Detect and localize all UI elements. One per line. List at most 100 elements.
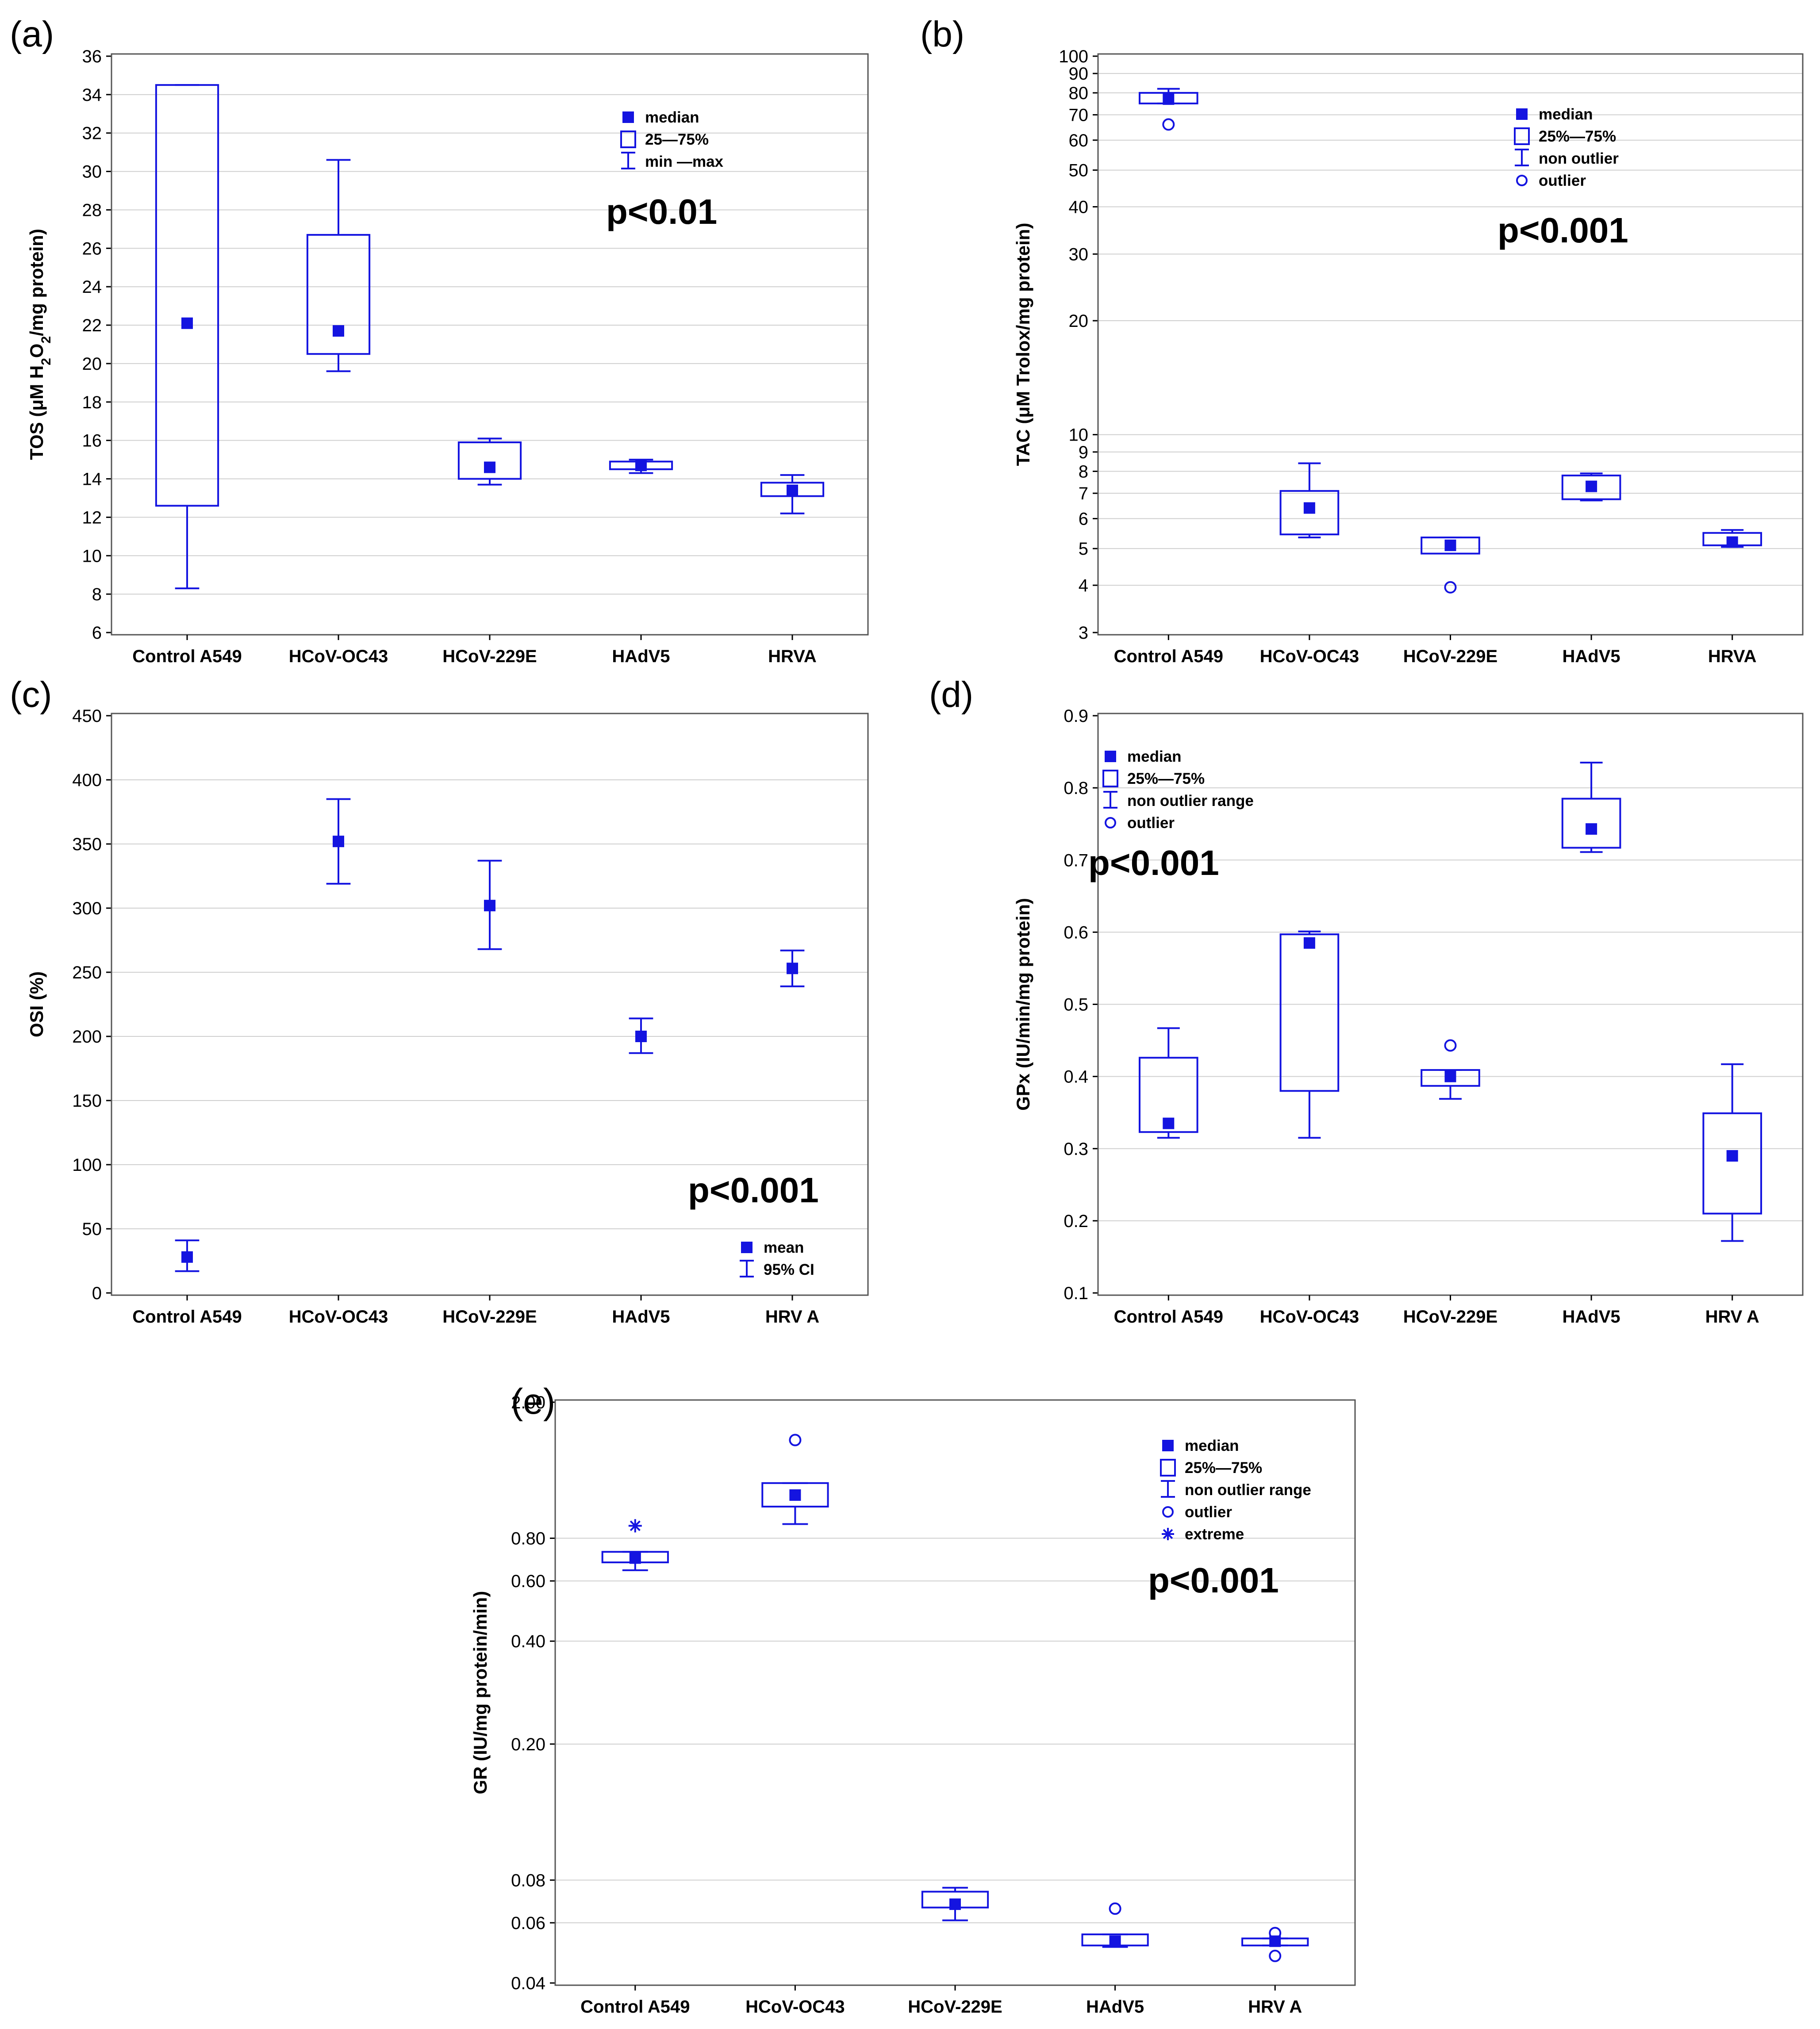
iqr-box	[1421, 1069, 1480, 1087]
legend-label: 25%—75%	[1127, 770, 1205, 787]
y-tick-label: 0.9	[1064, 706, 1088, 726]
x-category-label: HCoV-OC43	[1260, 1307, 1359, 1327]
plot-frame	[111, 53, 869, 636]
legend-whisker-icon	[1161, 1480, 1175, 1498]
y-tick-label: 20	[1069, 311, 1089, 331]
legend-item: non outlier range	[1103, 791, 1254, 809]
iqr-box	[1421, 537, 1480, 555]
y-axis-label: OSI (%)	[26, 971, 47, 1037]
y-tick-label: 0.6	[1064, 923, 1088, 942]
y-tick-label: 0.3	[1064, 1139, 1088, 1159]
group-3	[1421, 1039, 1480, 1100]
x-category-label: HAdV5	[612, 1307, 670, 1327]
x-category-label: Control A549	[1114, 647, 1223, 666]
x-category-label: HRVA	[1708, 647, 1757, 666]
group-5	[1702, 1063, 1762, 1242]
outlier-marker	[1444, 1039, 1457, 1052]
outlier-marker	[1444, 581, 1457, 594]
y-tick-label: 0.8	[1064, 779, 1088, 798]
legend-item: 25%—75%	[1102, 770, 1205, 787]
y-tick-label: 0.20	[511, 1735, 545, 1754]
y-tick-label: 24	[82, 277, 102, 297]
median-marker	[484, 461, 495, 473]
y-tick-label: 28	[82, 200, 102, 220]
x-category-label: HAdV5	[1563, 647, 1620, 666]
outlier-marker	[1269, 1927, 1282, 1940]
legend: median 25—75% min —max	[620, 109, 724, 170]
legend-label: median	[1127, 748, 1182, 765]
group-2	[326, 798, 351, 885]
legend-item: non outlier range	[1161, 1480, 1311, 1499]
group-3	[477, 859, 502, 950]
y-tick-label: 0	[92, 1284, 102, 1303]
y-tick-label: 0.4	[1064, 1067, 1088, 1087]
y-tick-label: 50	[1069, 161, 1089, 180]
y-tick-label: 0.60	[511, 1572, 545, 1591]
legend-label: non outlier range	[1185, 1481, 1311, 1499]
y-tick-label: 3	[1079, 623, 1088, 643]
y-tick-label: 250	[72, 963, 102, 982]
group-1	[155, 84, 219, 590]
legend-item: non outlier	[1515, 149, 1619, 167]
median-marker	[787, 484, 798, 496]
y-tick-label: 6	[1079, 509, 1088, 529]
legend-label: mean	[764, 1239, 804, 1256]
legend-outlier-icon	[1105, 817, 1116, 828]
y-tick-label: 10	[82, 546, 102, 566]
group-5	[760, 474, 825, 514]
group-2	[306, 159, 371, 372]
x-category-label: HAdV5	[1563, 1307, 1620, 1327]
panel-label: (d)	[929, 675, 973, 715]
y-tick-label: 16	[82, 431, 102, 451]
iqr-box	[1138, 1057, 1198, 1133]
legend: median 25%—75% non outlier range outlier ext…	[1160, 1437, 1311, 1543]
y-tick-label: 34	[82, 85, 102, 105]
y-tick-label: 350	[72, 835, 102, 854]
legend-whisker-icon	[740, 1260, 754, 1277]
p-value: p<0.01	[606, 192, 717, 231]
panel-label: (a)	[10, 14, 54, 54]
panel-label: (c)	[10, 675, 52, 715]
group-5	[1241, 1927, 1309, 1962]
median-marker	[1726, 1150, 1738, 1162]
mean-marker	[484, 900, 495, 912]
iqr-box	[1279, 933, 1340, 1092]
y-tick-label: 400	[72, 771, 102, 790]
y-tick-label: 22	[82, 316, 102, 335]
legend-item: 25%—75%	[1514, 127, 1616, 145]
legend-box-icon	[620, 130, 636, 148]
outlier-marker	[1162, 118, 1175, 131]
mean-marker	[333, 836, 344, 848]
legend-median-icon	[1516, 108, 1528, 120]
x-category-label: HCoV-229E	[442, 647, 537, 666]
y-tick-label: 18	[82, 393, 102, 412]
iqr-box	[1561, 798, 1621, 849]
x-category-label: HRV A	[1248, 1997, 1302, 2017]
x-category-label: HAdV5	[1086, 1997, 1144, 2017]
panel-label: (e)	[511, 1381, 555, 1422]
legend-box-icon	[1514, 127, 1530, 145]
y-tick-label: 14	[82, 470, 102, 489]
group-2	[1279, 462, 1340, 539]
iqr-box	[1561, 474, 1621, 500]
iqr-box	[760, 482, 825, 497]
y-tick-label: 90	[1069, 64, 1089, 84]
legend-item: min —max	[621, 152, 724, 170]
y-tick-label: 0.5	[1064, 995, 1088, 1015]
y-tick-label: 80	[1069, 84, 1089, 103]
panel-label: (b)	[920, 14, 964, 54]
legend-item: outlier	[1105, 814, 1175, 832]
legend-label: 25—75%	[645, 131, 709, 148]
y-axis-label: GR (IU/mg protein/min)	[470, 1591, 491, 1795]
legend-item: median	[1516, 106, 1593, 123]
y-tick-label: 300	[72, 899, 102, 918]
y-tick-label: 10	[1069, 426, 1089, 445]
y-axis-label: GPx (IU/min/mg protein)	[1013, 898, 1033, 1111]
legend-label: outlier	[1185, 1504, 1232, 1521]
legend-item: 95% CI	[740, 1260, 814, 1278]
legend-extreme-icon	[1162, 1528, 1174, 1540]
y-tick-label: 7	[1079, 484, 1088, 503]
legend-median-icon	[1105, 751, 1116, 762]
y-tick-label: 0.80	[511, 1529, 545, 1549]
